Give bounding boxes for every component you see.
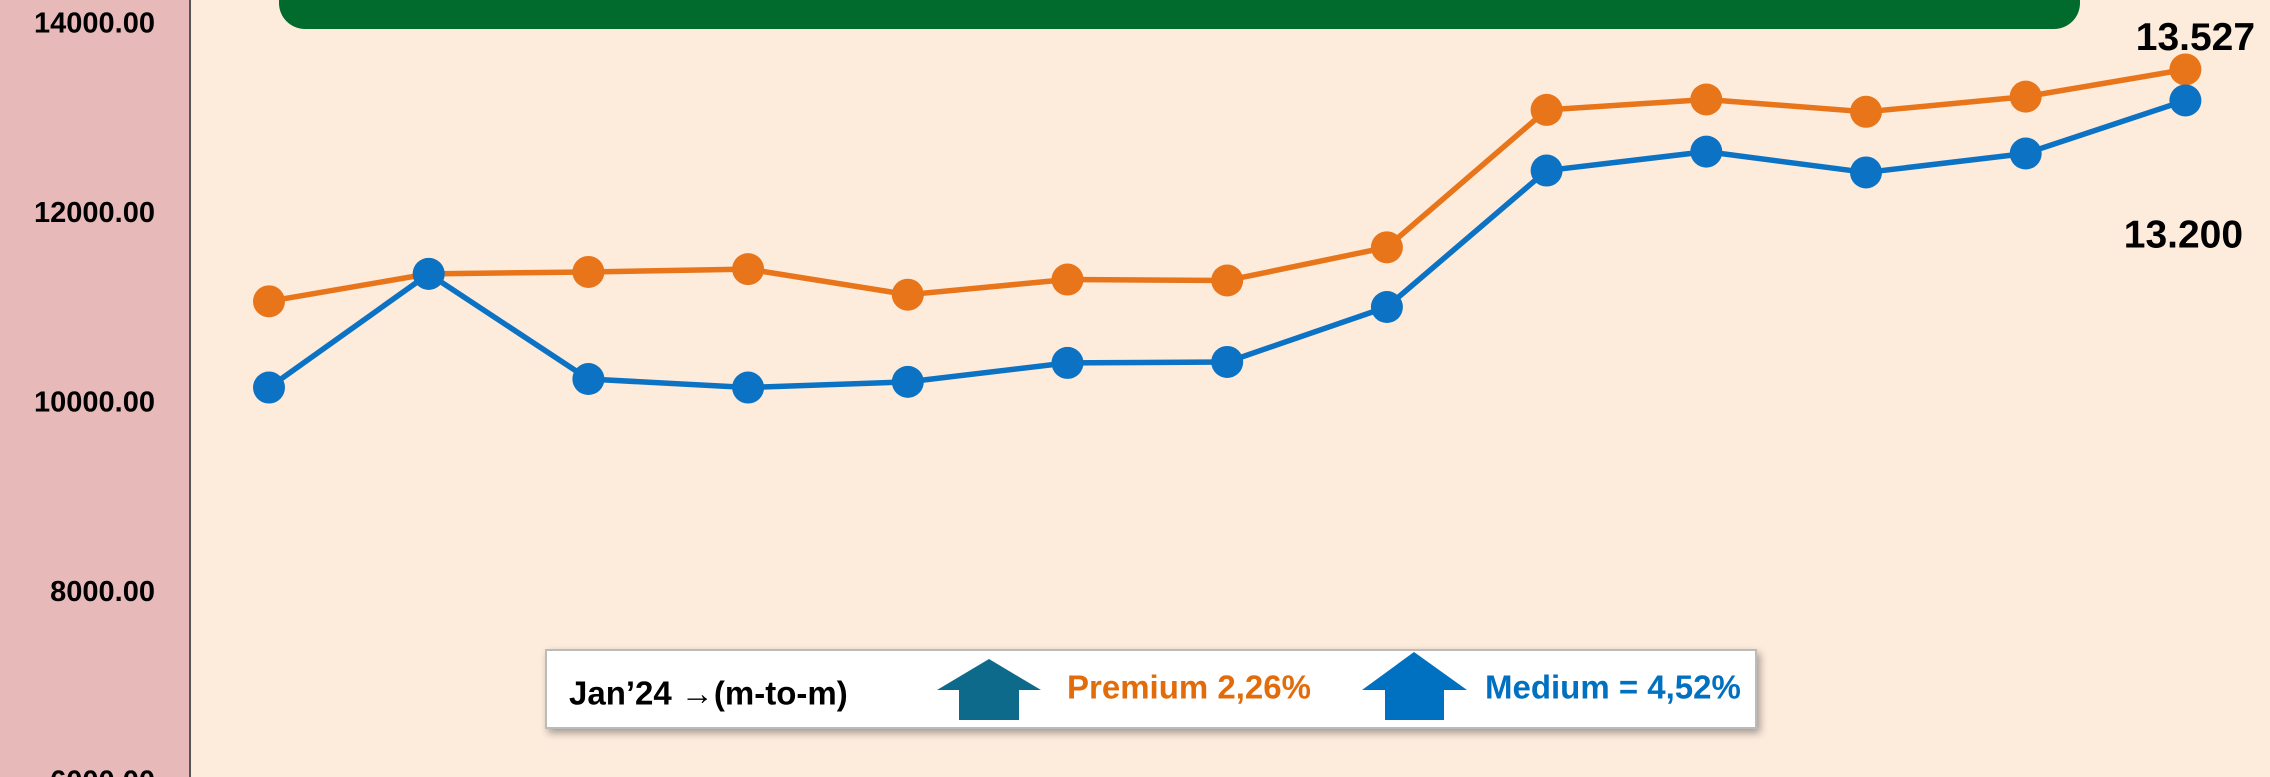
point xyxy=(732,371,765,404)
arrow-up xyxy=(937,659,1041,720)
plot-area xyxy=(190,0,2270,777)
legend-period: Jan’24 →(m-to-m) xyxy=(569,675,848,712)
point xyxy=(253,285,285,318)
point xyxy=(1850,156,1882,189)
point xyxy=(253,371,285,404)
point xyxy=(2009,80,2042,113)
point xyxy=(1850,95,1882,128)
legend-premium: Premium 2,26% xyxy=(1067,669,1311,706)
y-tick-label: 14000.00 xyxy=(34,7,155,39)
point xyxy=(572,255,605,288)
arrow-up xyxy=(1362,652,1467,720)
y-tick-label: 6000.00 xyxy=(50,765,155,777)
point xyxy=(1370,231,1403,264)
point xyxy=(1530,154,1563,187)
point xyxy=(891,278,924,311)
legend-frame xyxy=(545,649,1757,729)
point xyxy=(412,257,445,290)
legend-medium: Medium = 4,52% xyxy=(1485,669,1741,706)
point xyxy=(1051,346,1084,379)
point xyxy=(891,365,924,398)
legend-box: Jan’24 →(m-to-m) Premium 2,26% Medium = … xyxy=(545,649,1757,729)
point xyxy=(1051,263,1084,296)
point xyxy=(1690,83,1723,116)
point xyxy=(1211,264,1244,297)
value-label: 13.200 xyxy=(2124,214,2243,257)
point xyxy=(1690,135,1723,168)
point xyxy=(572,363,605,396)
point xyxy=(1370,291,1403,324)
y-tick-label: 12000.00 xyxy=(34,197,155,229)
point xyxy=(1530,93,1563,126)
point xyxy=(732,253,765,286)
banner xyxy=(279,0,2080,29)
value-label: 13.527 xyxy=(2136,16,2255,59)
axis-panel xyxy=(0,0,190,777)
point xyxy=(2169,84,2202,117)
y-tick-label: 8000.00 xyxy=(50,576,155,608)
marks xyxy=(253,53,2202,404)
y-tick-label: 10000.00 xyxy=(34,386,155,418)
point xyxy=(2009,137,2042,170)
point xyxy=(1211,345,1244,378)
point xyxy=(2169,53,2202,86)
